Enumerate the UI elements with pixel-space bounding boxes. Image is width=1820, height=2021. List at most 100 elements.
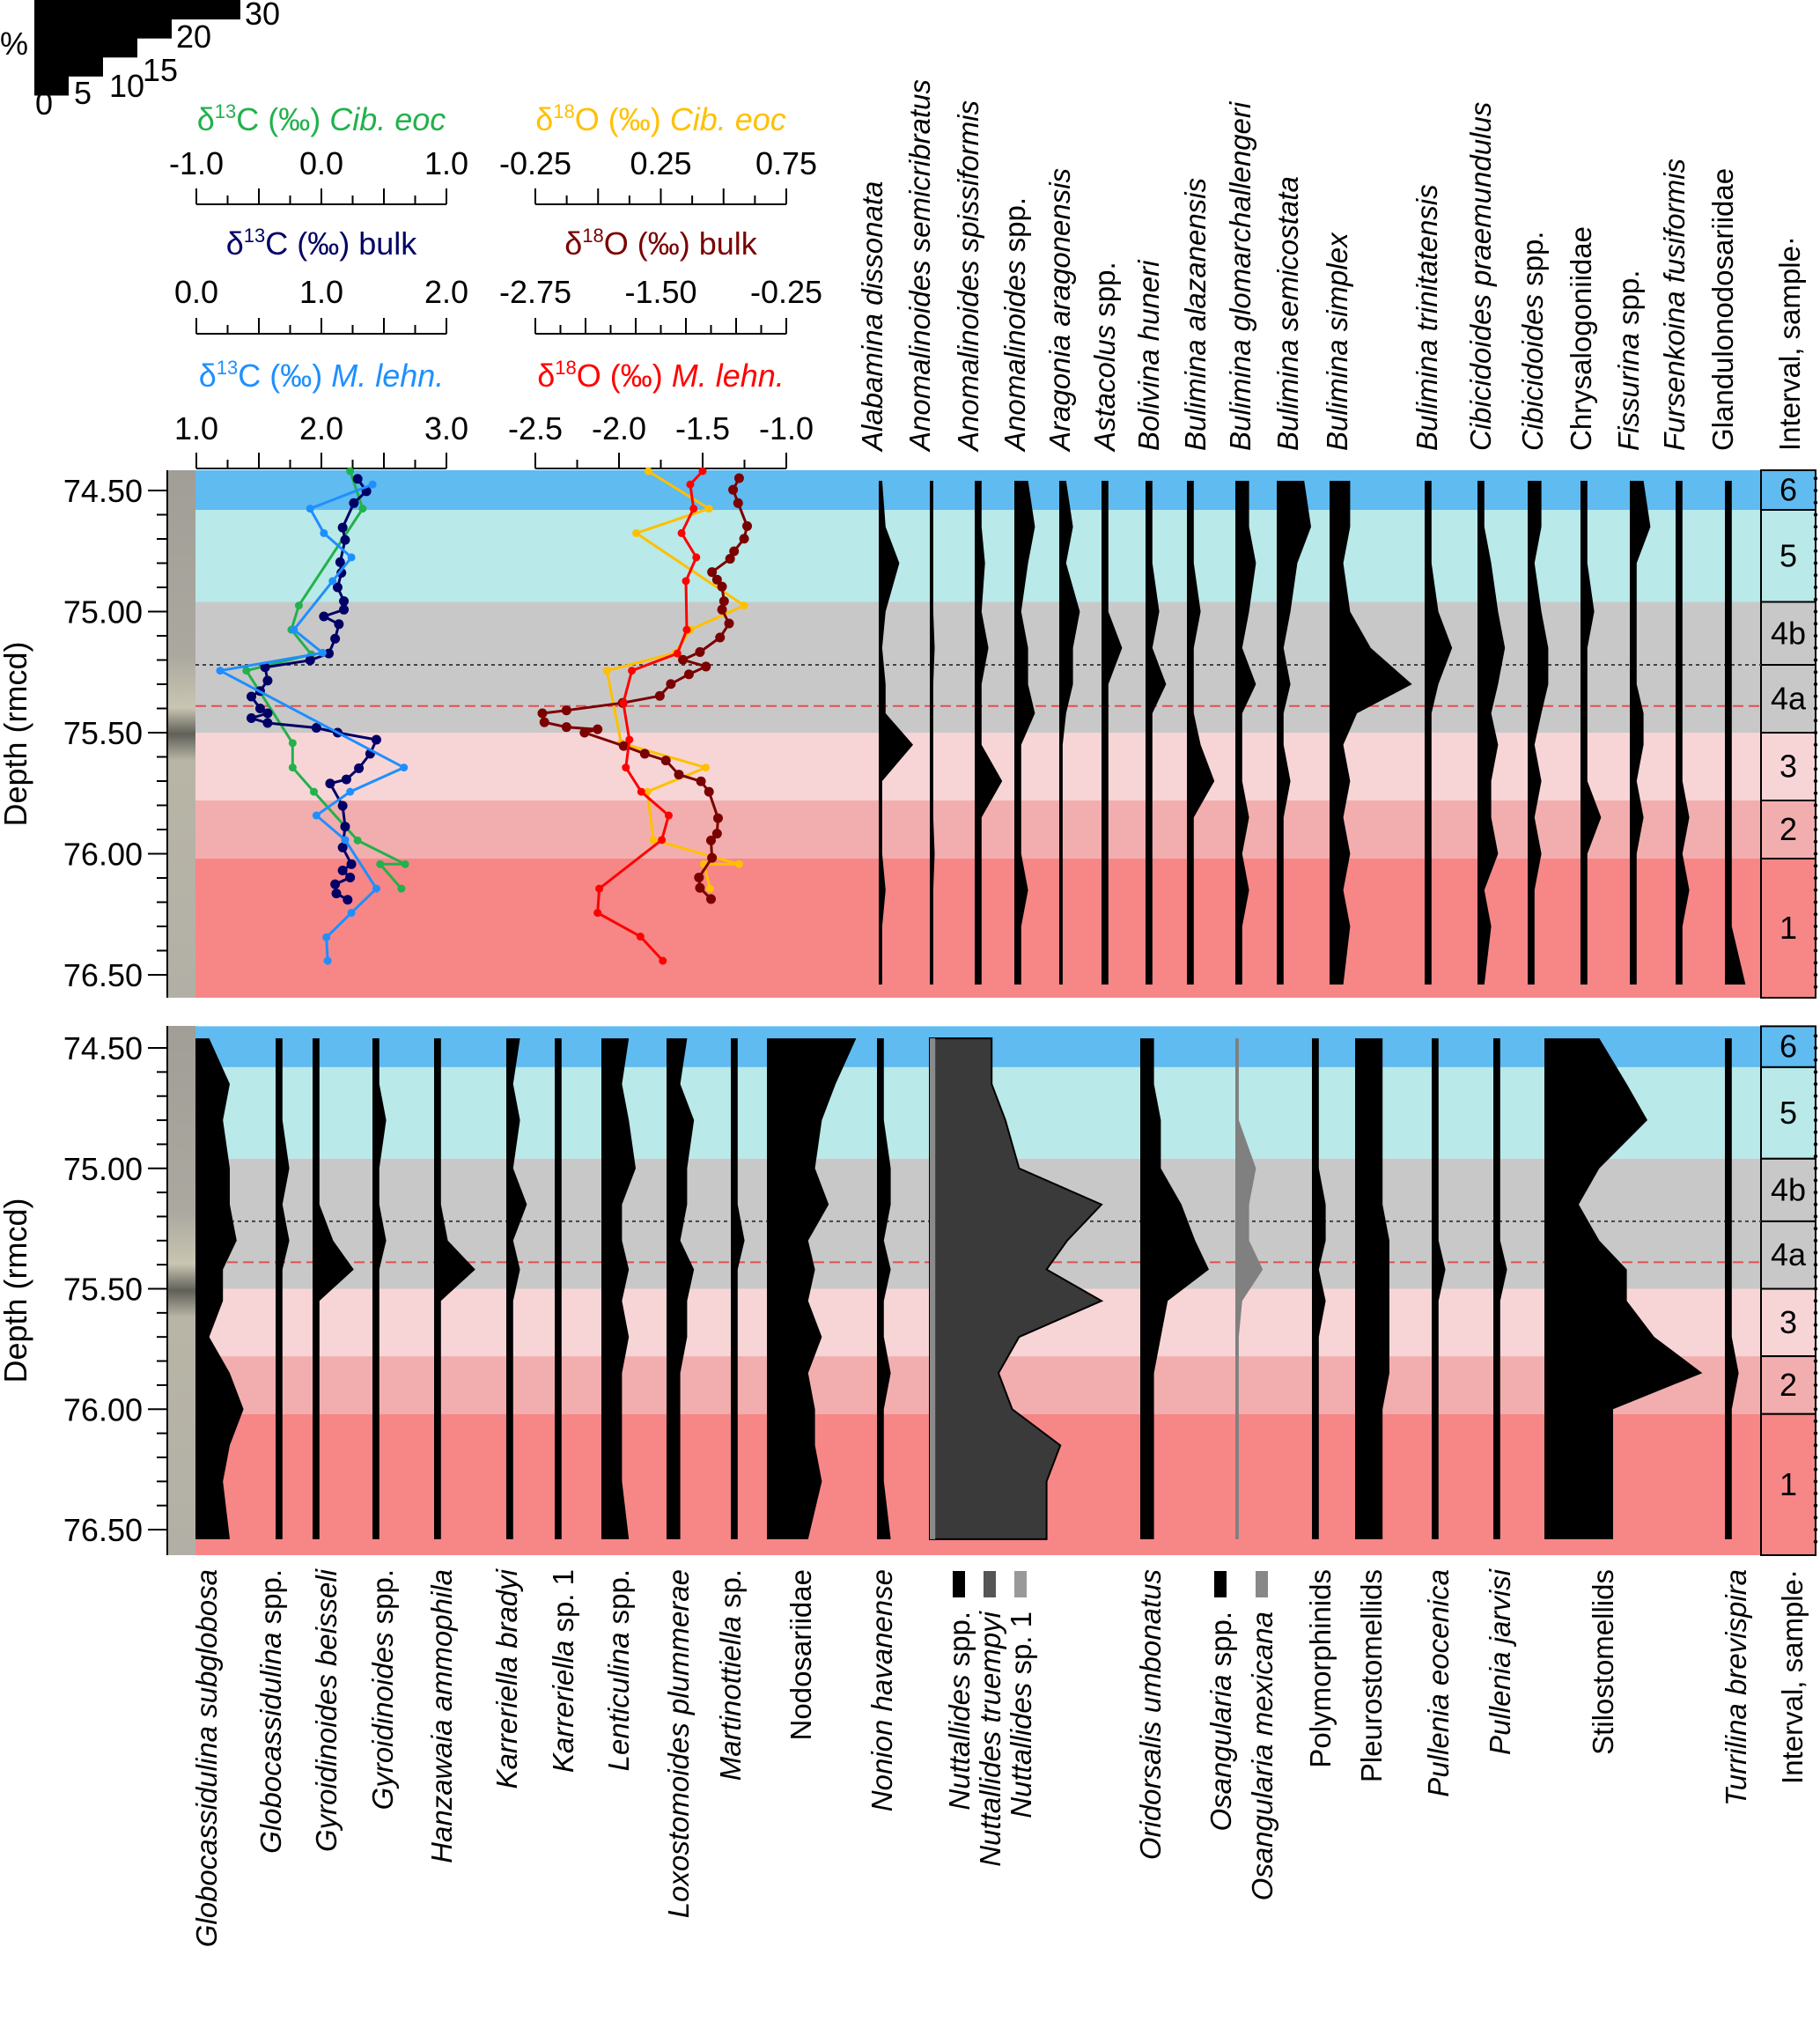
isotope-point <box>711 574 722 585</box>
axis-tick-label: 0.0 <box>299 145 343 181</box>
delta-symbol: δ <box>535 101 553 137</box>
isotope-axis: δ18O (‰) bulk -2.75 -1.50 -0.25 <box>499 225 822 335</box>
taxon-label: Bulimina glomarchallengeri <box>1224 100 1256 451</box>
abundance-profile-bottom-8 <box>667 1038 695 1539</box>
sample-marker <box>1813 791 1818 795</box>
sample-marker <box>1813 1238 1818 1243</box>
taxon-label: Nonion havanense <box>866 1569 898 1811</box>
isotope-point <box>654 690 665 701</box>
sample-marker <box>1813 839 1818 844</box>
taxon-label: Martinottiella sp. <box>714 1569 747 1781</box>
sample-marker <box>1813 1346 1818 1352</box>
taxon-name: Bulimina trinitatensis <box>1411 184 1443 451</box>
sample-marker <box>1813 1479 1818 1484</box>
taxon-label: Osangularia mexicana <box>1246 1612 1278 1900</box>
taxon-name: Globocassidulina <box>254 1633 287 1854</box>
isotope-element: C (‰) <box>236 101 329 137</box>
taxon-label: Anomalinoides spissiformis <box>952 100 984 453</box>
taxon-name: Fursenkoina fusiformis <box>1658 159 1691 451</box>
legend-tick-label: 0 <box>35 85 53 122</box>
axis-tick-label: 1.0 <box>299 274 343 310</box>
abundance-profile-bottom-18 <box>1312 1038 1326 1539</box>
taxon-label: Bulimina simplex <box>1321 232 1353 451</box>
sample-marker <box>1813 1455 1818 1460</box>
isotope-point <box>346 859 357 869</box>
axis-tick-label: -2.0 <box>592 410 646 446</box>
abundance-profile-top-12 <box>1477 481 1506 985</box>
sample-marker <box>1813 972 1818 977</box>
isotope-line <box>605 469 748 889</box>
isotope-point <box>319 611 329 622</box>
isotope-point <box>346 467 355 476</box>
isotope-point <box>707 567 718 578</box>
sample-marker <box>1813 1298 1818 1303</box>
legend-step <box>34 38 137 58</box>
interval-label: 4a <box>1771 681 1807 717</box>
sample-marker <box>1813 536 1818 542</box>
isotope-point <box>337 800 348 811</box>
depth-tick-label: 74.50 <box>63 473 143 509</box>
sample-marker <box>1813 1527 1818 1532</box>
isotope-point <box>305 655 315 666</box>
taxon-label: Gyroidinoides spp. <box>366 1569 399 1810</box>
taxon-label: Nuttallides truempyi <box>974 1610 1006 1866</box>
core-image <box>167 470 195 998</box>
taxon-suffix: sp. 1 <box>1005 1612 1037 1683</box>
abundance-profile-bottom-5 <box>506 1038 527 1539</box>
abundance-profile-bottom-15 <box>1140 1038 1209 1539</box>
depth-tick-label: 76.50 <box>63 957 143 993</box>
axis-tick-label: -1.0 <box>169 145 224 181</box>
isotope-point <box>739 534 749 544</box>
sample-marker <box>1813 1431 1818 1435</box>
isotope-point <box>704 505 713 513</box>
sample-marker <box>1813 1117 1818 1123</box>
isotope-point <box>216 667 225 675</box>
interval-label: 1 <box>1779 1466 1797 1502</box>
isotope-point <box>706 835 716 845</box>
depth-tick-label: 76.00 <box>63 1391 143 1427</box>
abundance-profile-bottom-6 <box>555 1038 562 1539</box>
isotope-point <box>674 770 684 780</box>
isotope-point <box>561 722 571 733</box>
taxon-suffix: spp. <box>602 1569 635 1633</box>
sample-marker <box>1813 742 1818 747</box>
isotope-point <box>678 654 689 665</box>
isotope-point <box>692 553 701 562</box>
isotope-point <box>330 633 341 644</box>
taxon-suffix: spp. <box>1088 262 1121 325</box>
isotope-point <box>354 763 365 773</box>
abundance-profile-top-10 <box>1330 481 1412 985</box>
isotope-element: O (‰) <box>575 101 670 137</box>
sample-marker <box>1813 888 1818 892</box>
sample-marker <box>1813 561 1818 565</box>
sample-marker <box>1813 1359 1818 1363</box>
isotope-point <box>539 717 549 727</box>
isotope-point <box>649 836 658 845</box>
sample-marker <box>1813 1190 1818 1195</box>
top-panel: 6 5 4b 4a 3 2 1 74.50 75.00 75.50 76.00 76.50 Depth … <box>0 467 1818 999</box>
abundance-profile-top-8 <box>1235 481 1256 985</box>
isotope-mass: 18 <box>582 225 603 247</box>
legend-tick-label: 20 <box>176 18 211 55</box>
sample-marker <box>1813 875 1818 881</box>
isotope-point <box>644 467 652 476</box>
isotope-point <box>262 675 273 686</box>
interval-label: 6 <box>1779 1029 1797 1065</box>
isotope-axis-title: δ13C (‰) M. lehn. <box>199 357 445 394</box>
axis-tick-label: -2.5 <box>508 410 563 446</box>
sample-marker <box>1813 719 1818 723</box>
taxon-labels: Alabamina dissonata Anomalinoides semicri… <box>190 79 1809 1947</box>
sample-marker <box>1813 803 1818 808</box>
sample-marker <box>1813 1226 1818 1231</box>
legend-tick-label: 15 <box>143 52 178 88</box>
isotope-point <box>330 879 341 889</box>
isotope-point <box>260 662 270 673</box>
isotope-point <box>288 739 297 748</box>
isotope-point <box>294 601 303 610</box>
taxon-name: Pullenia eocenica <box>1422 1569 1455 1797</box>
interval-label: 5 <box>1779 537 1797 573</box>
isotope-point <box>323 956 332 965</box>
isotope-point <box>320 528 328 537</box>
sample-marker <box>1813 609 1818 614</box>
